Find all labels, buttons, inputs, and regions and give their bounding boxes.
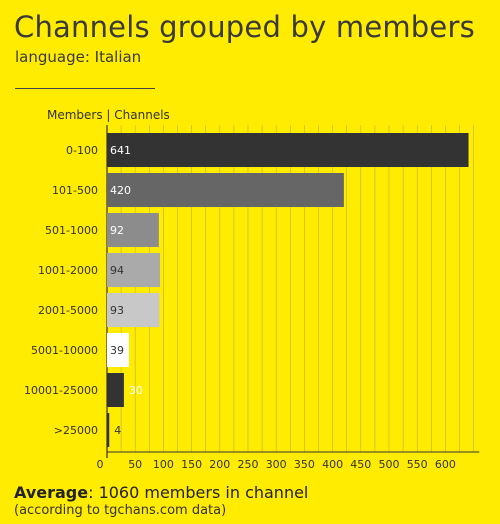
average-label: Average [14,483,89,502]
x-tick-label: 350 [294,458,315,471]
x-tick-label: 550 [407,458,428,471]
bar [107,173,344,207]
x-tick-label: 300 [266,458,287,471]
table-header: Members | Channels [47,108,170,122]
data-label: 93 [110,304,124,317]
source-note: (according to tgchans.com data) [14,503,227,518]
data-label: 92 [110,224,124,237]
data-label: 94 [110,264,124,277]
bar [107,213,159,247]
average-text: : 1060 members in channel [88,483,309,502]
bar [107,333,129,367]
data-label: 39 [110,344,124,357]
bar [107,293,160,327]
x-tick-label: 400 [322,458,343,471]
category-label: 2001-5000 [38,304,98,317]
x-tick-label: 150 [181,458,202,471]
x-tick-label: 0 [97,458,104,471]
x-tick-label: 600 [435,458,456,471]
category-label: 10001-25000 [24,384,98,397]
category-label: 5001-10000 [31,344,98,357]
chart-title: Channels grouped by members [14,10,475,44]
data-label: 4 [114,424,121,437]
x-tick-label: 200 [209,458,230,471]
category-label: >25000 [54,424,98,437]
chart-subtitle: language: Italian [15,48,142,66]
x-tick-label: 250 [238,458,259,471]
x-tick-label: 50 [128,458,142,471]
x-tick-label: 100 [153,458,174,471]
bar [107,373,124,407]
category-label: 101-500 [52,184,98,197]
data-label: 641 [110,144,131,157]
bar [107,133,469,167]
data-label: 420 [110,184,131,197]
category-label: 0-100 [66,144,98,157]
data-label: 30 [129,384,143,397]
bar [107,253,161,287]
average-note: Average: 1060 members in channel [14,483,308,502]
category-label: 1001-2000 [38,264,98,277]
x-tick-label: 500 [379,458,400,471]
category-label: 501-1000 [45,224,98,237]
bar [107,413,110,447]
divider [15,88,155,89]
x-tick-label: 450 [350,458,371,471]
